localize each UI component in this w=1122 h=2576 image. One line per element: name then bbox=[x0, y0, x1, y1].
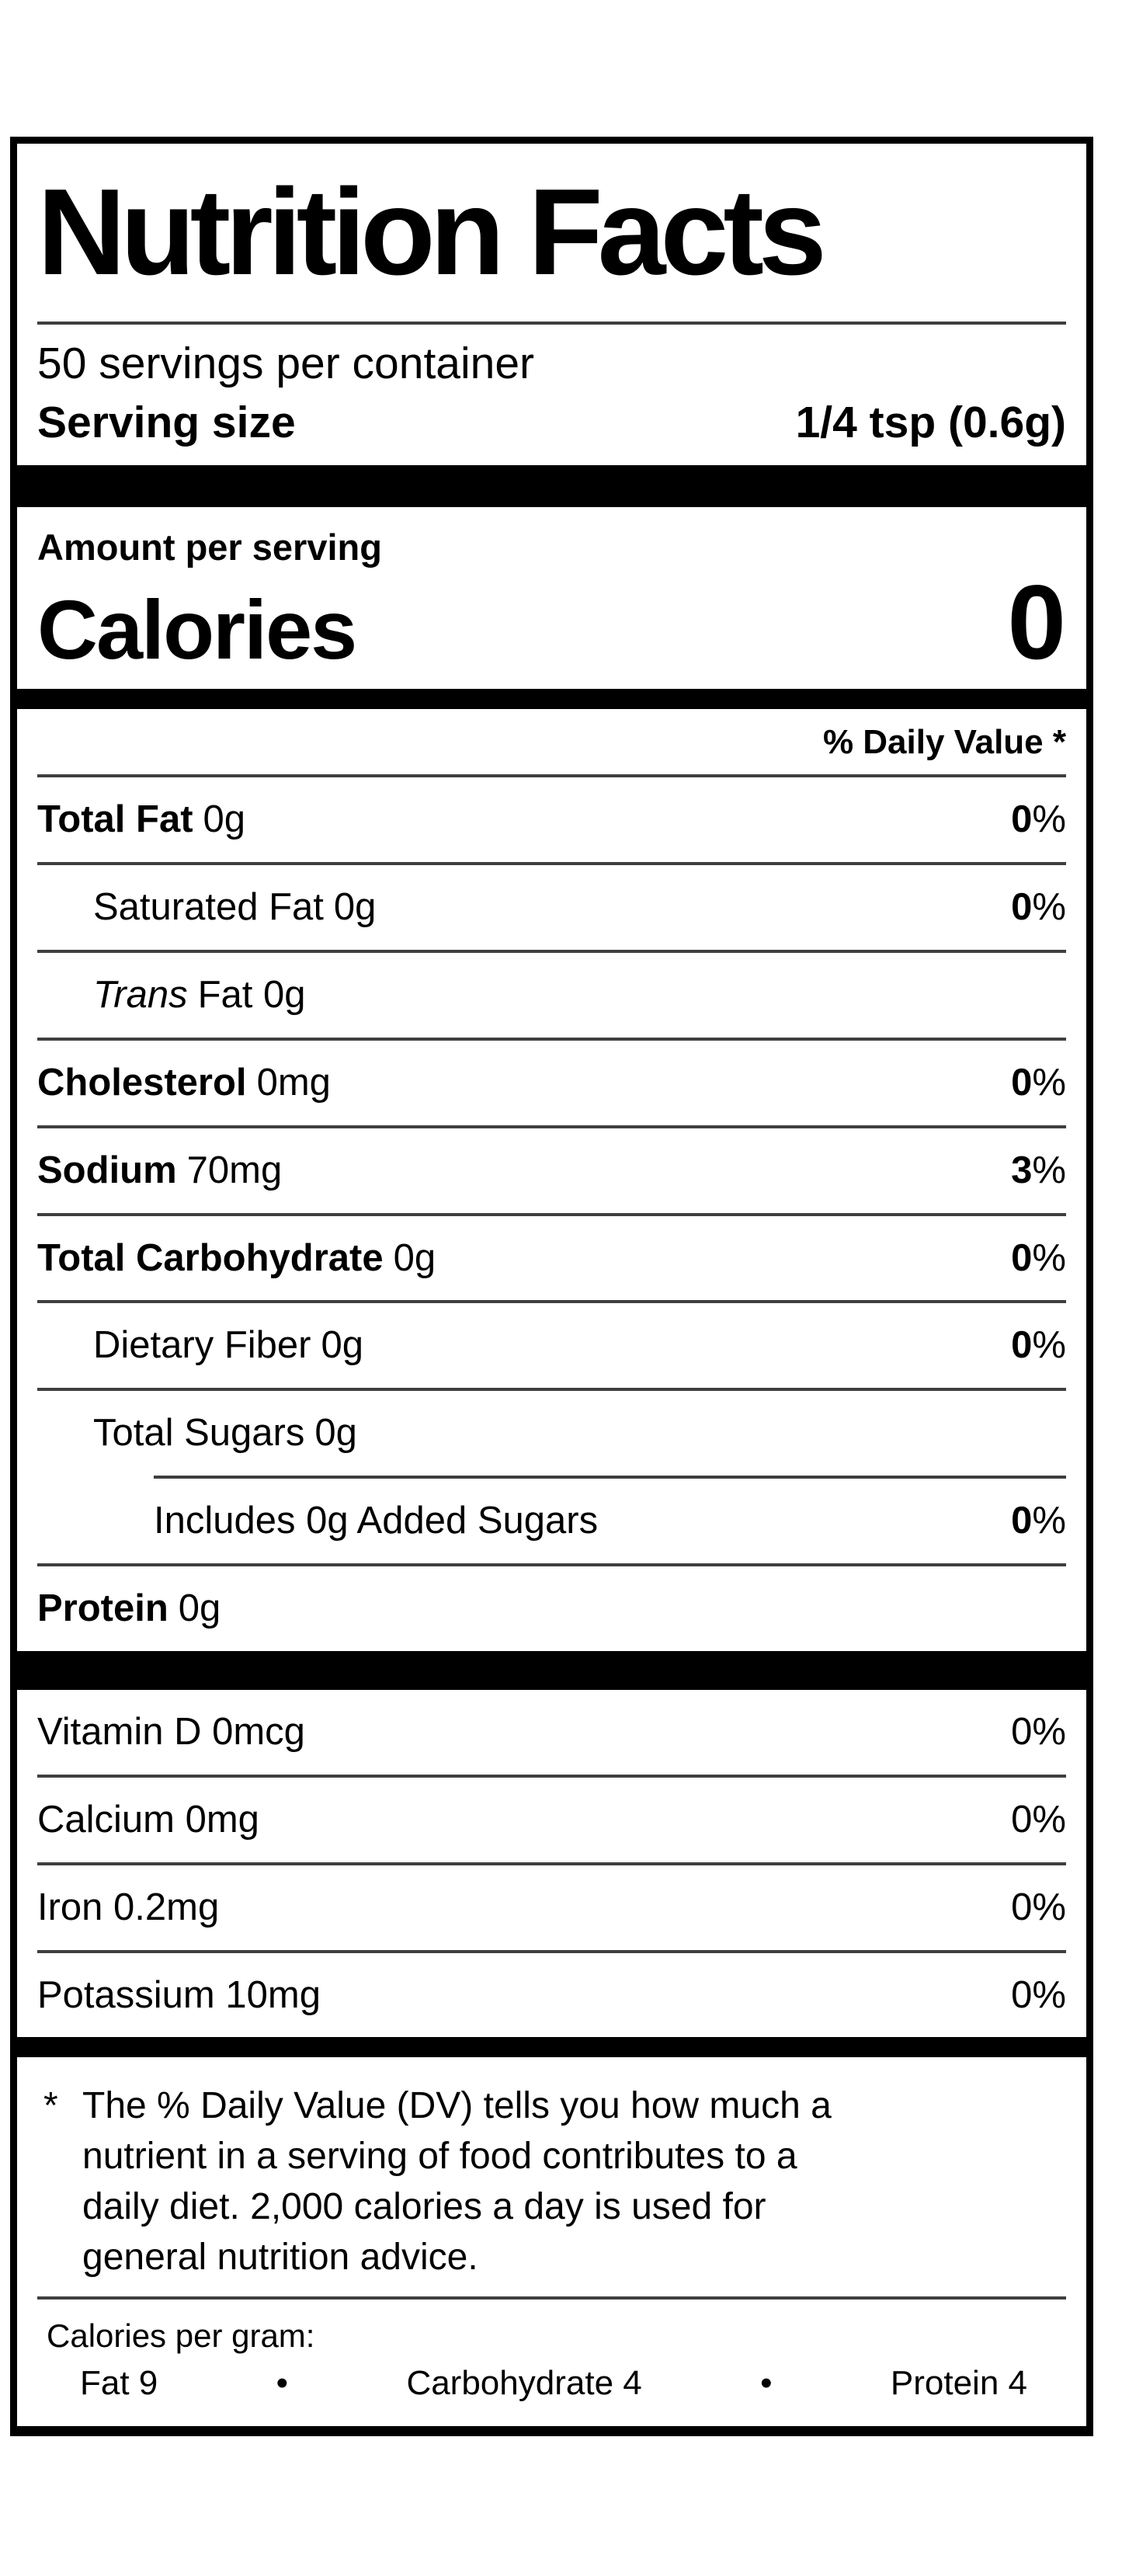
nutrient-row-dietary-fiber: Dietary Fiber 0g 0% bbox=[37, 1303, 1066, 1388]
divider bbox=[37, 949, 1066, 953]
divider bbox=[37, 1949, 1066, 1953]
nutrient-row-trans-fat: Trans Fat 0g bbox=[37, 953, 1066, 1038]
nutrient-row-total-fat: Total Fat 0g 0% bbox=[37, 777, 1066, 862]
cpg-item-protein: Protein 4 bbox=[890, 2363, 1027, 2402]
thick-bar-footnote bbox=[17, 2037, 1086, 2058]
micro-row-potassium: Potassium 10mg 0% bbox=[37, 1953, 1066, 2038]
micro-row-iron: Iron 0.2mg 0% bbox=[37, 1865, 1066, 1950]
calories-label: Calories bbox=[37, 582, 357, 676]
divider bbox=[37, 1388, 1066, 1392]
divider bbox=[37, 1212, 1066, 1216]
serving-size-value: 1/4 tsp (0.6g) bbox=[795, 397, 1066, 447]
nutrient-name: Trans Fat 0g bbox=[93, 973, 306, 1016]
nutrition-label: Nutrition Facts 50 servings per containe… bbox=[10, 137, 1093, 2436]
daily-value: 0% bbox=[1011, 1710, 1066, 1753]
daily-value: 0% bbox=[1011, 1798, 1066, 1841]
calories-value: 0 bbox=[1007, 562, 1066, 681]
daily-value: 0% bbox=[1011, 1324, 1066, 1367]
thick-bar-middle bbox=[17, 1650, 1086, 1690]
servings-per-container: 50 servings per container bbox=[37, 339, 535, 389]
calories-per-gram-label: Calories per gram: bbox=[47, 2317, 315, 2355]
bullet-separator: • bbox=[760, 2363, 773, 2402]
nutrient-name: Total Sugars 0g bbox=[93, 1412, 357, 1455]
divider bbox=[37, 322, 1066, 325]
calories-row: Calories 0 bbox=[37, 569, 1066, 678]
nutrient-name: Saturated Fat 0g bbox=[93, 886, 377, 928]
calories-per-gram-row: Fat 9 • Carbohydrate 4 • Protein 4 bbox=[37, 2364, 1066, 2403]
footnote-line: general nutrition advice. bbox=[82, 2237, 478, 2279]
nutrient-name: Iron 0.2mg bbox=[37, 1886, 220, 1928]
amount-per-serving-label: Amount per serving bbox=[37, 527, 382, 568]
divider bbox=[37, 862, 1066, 865]
nutrient-name: Protein 0g bbox=[37, 1587, 221, 1629]
nutrient-name: Total Carbohydrate 0g bbox=[37, 1236, 436, 1279]
bullet-separator: • bbox=[276, 2363, 289, 2402]
micro-row-calcium: Calcium 0mg 0% bbox=[37, 1778, 1066, 1862]
divider bbox=[37, 1774, 1066, 1778]
daily-value: 0% bbox=[1011, 886, 1066, 928]
footnote-line: The % Daily Value (DV) tells you how muc… bbox=[82, 2085, 832, 2127]
nutrient-name: Cholesterol 0mg bbox=[37, 1061, 331, 1104]
nutrient-name: Total Fat 0g bbox=[37, 798, 246, 841]
nutrient-name: Dietary Fiber 0g bbox=[93, 1324, 363, 1367]
divider bbox=[37, 1563, 1066, 1566]
cpg-item-fat: Fat 9 bbox=[80, 2363, 158, 2402]
footnote: * The % Daily Value (DV) tells you how m… bbox=[37, 2057, 1066, 2296]
nutrient-name: Includes 0g Added Sugars bbox=[154, 1500, 599, 1542]
daily-value: 0% bbox=[1011, 1236, 1066, 1279]
daily-value: 0% bbox=[1011, 798, 1066, 841]
divider bbox=[37, 1037, 1066, 1041]
daily-value: 0% bbox=[1011, 1061, 1066, 1104]
nutrient-row-total-carbohydrate: Total Carbohydrate 0g 0% bbox=[37, 1216, 1066, 1301]
micro-row-vitamin-d: Vitamin D 0mcg 0% bbox=[37, 1690, 1066, 1775]
nutrient-name: Potassium 10mg bbox=[37, 1973, 321, 2016]
divider bbox=[37, 1125, 1066, 1128]
divider bbox=[37, 1300, 1066, 1304]
footnote-line: nutrient in a serving of food contribute… bbox=[82, 2136, 797, 2178]
label-title: Nutrition Facts bbox=[37, 164, 827, 301]
serving-size-label: Serving size bbox=[37, 397, 296, 447]
nutrient-row-sodium: Sodium 70mg 3% bbox=[37, 1128, 1066, 1213]
nutrient-name: Calcium 0mg bbox=[37, 1798, 259, 1841]
medium-bar-calories bbox=[17, 689, 1086, 710]
divider bbox=[37, 774, 1066, 778]
nutrient-row-protein: Protein 0g bbox=[37, 1566, 1066, 1651]
divider bbox=[37, 2296, 1066, 2300]
thick-bar-top bbox=[17, 465, 1086, 508]
daily-value: 0% bbox=[1011, 1500, 1066, 1542]
nutrient-row-cholesterol: Cholesterol 0mg 0% bbox=[37, 1041, 1066, 1125]
nutrient-name: Sodium 70mg bbox=[37, 1149, 283, 1191]
serving-size-row: Serving size 1/4 tsp (0.6g) bbox=[37, 398, 1066, 449]
divider-short bbox=[154, 1476, 1066, 1479]
daily-value-header: % Daily Value * bbox=[822, 723, 1066, 762]
divider bbox=[37, 1862, 1066, 1865]
daily-value: 0% bbox=[1011, 1973, 1066, 2016]
daily-value: 3% bbox=[1011, 1149, 1066, 1191]
nutrient-row-added-sugars: Includes 0g Added Sugars 0% bbox=[37, 1479, 1066, 1563]
nutrient-row-saturated-fat: Saturated Fat 0g 0% bbox=[37, 865, 1066, 950]
cpg-item-carbohydrate: Carbohydrate 4 bbox=[406, 2363, 642, 2402]
nutrient-row-total-sugars: Total Sugars 0g bbox=[37, 1391, 1066, 1476]
daily-value: 0% bbox=[1011, 1886, 1066, 1928]
nutrient-name: Vitamin D 0mcg bbox=[37, 1710, 305, 1753]
footnote-marker: * bbox=[43, 2085, 58, 2127]
footnote-line: daily diet. 2,000 calories a day is used… bbox=[82, 2186, 766, 2228]
